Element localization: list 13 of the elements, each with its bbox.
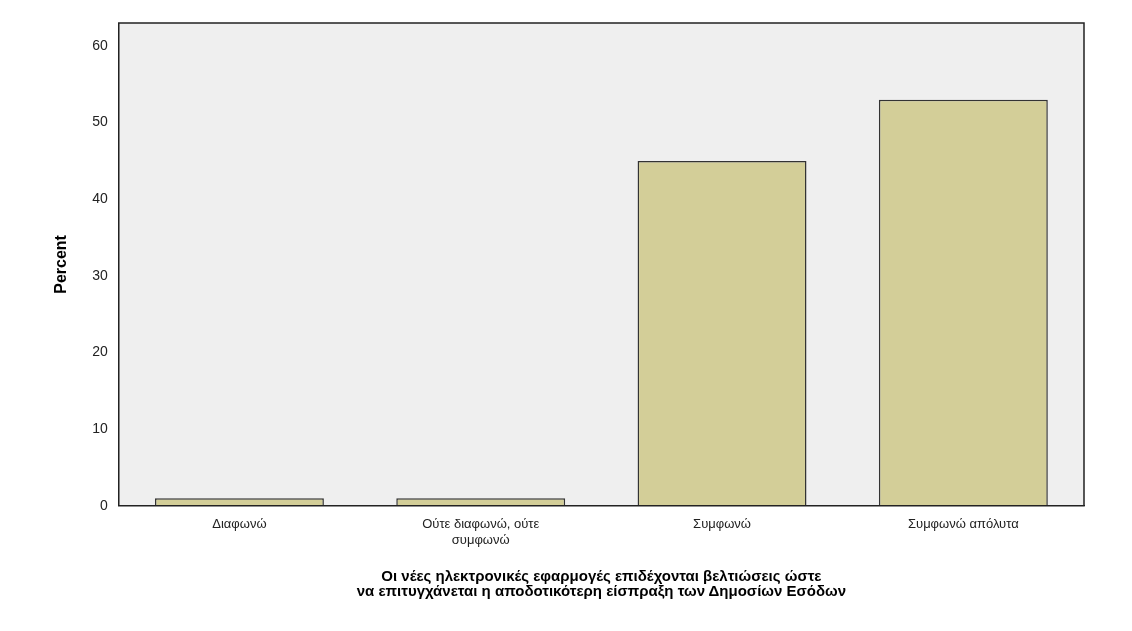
y-tick-label: 40 — [92, 190, 108, 207]
y-tick-label: 20 — [92, 343, 108, 360]
y-tick-label: 10 — [92, 420, 108, 437]
y-tick-label: 60 — [92, 36, 108, 53]
x-axis-title: Οι νέες ηλεκτρονικές εφαρμογές επιδέχονται βελτιώσεις ώστε να επιτυγχάνεται η αποδοτικότερη είσπραξη των Δημοσίων Εσόδων — [356, 566, 847, 599]
y-tick-label: 30 — [92, 266, 108, 283]
y-tick-label: 50 — [92, 113, 108, 130]
x-tick-label: Συμφωνώ — [693, 516, 751, 532]
y-axis-title: Percent — [52, 234, 70, 294]
x-tick-label: Ούτε διαφωνώ, ούτε συμφωνώ — [422, 516, 540, 547]
x-tick-label: Συμφωνώ απόλυτα — [907, 516, 1020, 532]
y-tick-label: 0 — [99, 496, 108, 513]
x-tick-label: Διαφωνώ — [212, 516, 267, 532]
